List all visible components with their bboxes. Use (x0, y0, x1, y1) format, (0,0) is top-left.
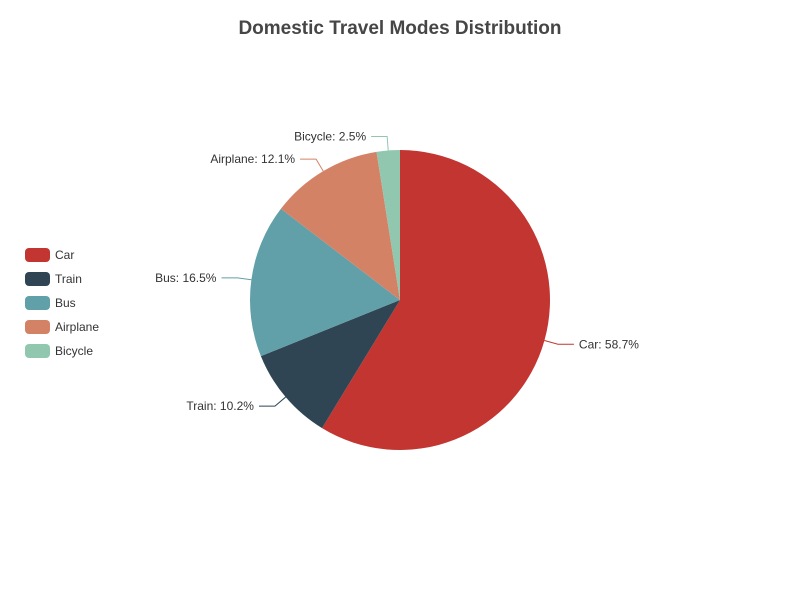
leader-line-bicycle (371, 136, 389, 151)
legend-item-bus[interactable]: Bus (25, 291, 99, 315)
pie-slice-bus[interactable] (250, 208, 400, 357)
legend-swatch-train (25, 272, 50, 286)
legend-label-train: Train (55, 272, 82, 286)
leader-line-car (544, 340, 574, 345)
legend: Car Train Bus Airplane Bicycle (25, 243, 99, 363)
slice-label-train: Train: 10.2% (186, 399, 254, 413)
legend-item-car[interactable]: Car (25, 243, 99, 267)
legend-label-bicycle: Bicycle (55, 344, 94, 358)
legend-label-airplane: Airplane (55, 320, 100, 334)
pie-slice-bicycle[interactable] (376, 150, 400, 300)
slice-label-bus: Bus: 16.5% (155, 271, 217, 285)
legend-swatch-car (25, 248, 50, 262)
leader-line-airplane (300, 158, 324, 172)
leader-line-train (258, 396, 286, 407)
legend-item-train[interactable]: Train (25, 267, 99, 291)
slice-label-car: Car: 58.7% (579, 337, 639, 351)
pie-slice-train[interactable] (260, 300, 400, 429)
leader-line-bus (221, 277, 252, 281)
legend-swatch-airplane (25, 320, 50, 334)
legend-label-car: Car (55, 248, 75, 262)
chart-title: Domestic Travel Modes Distribution (238, 18, 562, 39)
legend-swatch-bicycle (25, 344, 50, 358)
pie-slices (250, 150, 551, 450)
slice-label-airplane: Airplane: 12.1% (210, 152, 295, 166)
legend-label-bus: Bus (55, 296, 76, 310)
legend-swatch-bus (25, 296, 50, 310)
pie-slice-airplane[interactable] (280, 151, 400, 300)
legend-item-bicycle[interactable]: Bicycle (25, 339, 99, 363)
slice-labels: Car: 58.7% Train: 10.2% Bus: 16.5% Airplane… (155, 130, 639, 414)
legend-item-airplane[interactable]: Airplane (25, 315, 99, 339)
slice-label-bicycle: Bicycle: 2.5% (294, 130, 366, 144)
pie-slice-car[interactable] (322, 150, 551, 450)
